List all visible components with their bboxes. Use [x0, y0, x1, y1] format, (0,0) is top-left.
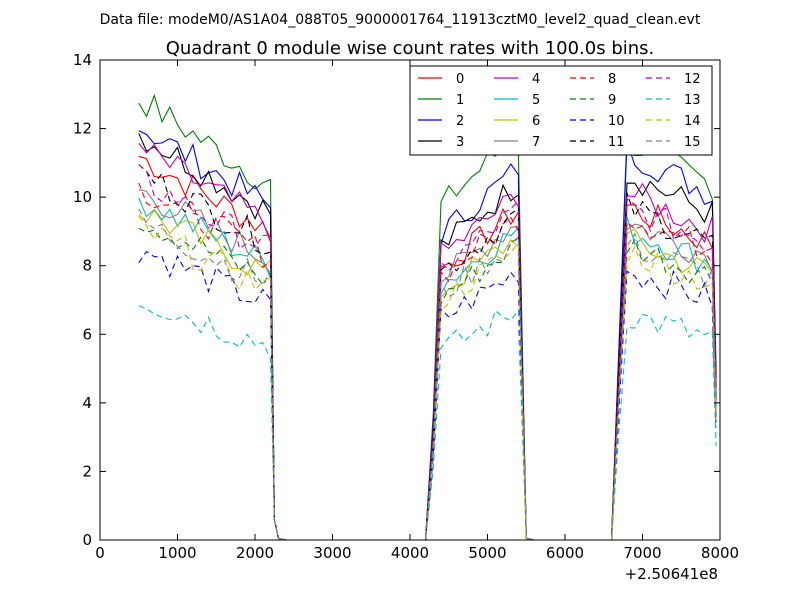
chart-suptitle: Data file: modeM0/AS1A04_088T05_90000017…	[100, 12, 701, 28]
legend-label-1: 1	[456, 93, 464, 108]
y-tick-label: 14	[73, 51, 92, 69]
legend-label-11: 11	[608, 135, 625, 150]
legend-label-3: 3	[456, 135, 464, 150]
x-tick-label: 4000	[391, 544, 429, 562]
y-tick-label: 4	[82, 394, 92, 412]
legend-label-13: 13	[684, 93, 701, 108]
legend-label-12: 12	[684, 72, 701, 87]
x-tick-label: 1000	[158, 544, 196, 562]
x-tick-label: 5000	[468, 544, 506, 562]
x-tick-label: 8000	[701, 544, 739, 562]
x-tick-label: 3000	[313, 544, 351, 562]
y-tick-label: 0	[82, 531, 92, 549]
legend-label-9: 9	[608, 93, 616, 108]
x-tick-label: 7000	[623, 544, 661, 562]
series-line-13	[138, 305, 717, 541]
legend-label-0: 0	[456, 72, 464, 87]
legend-label-8: 8	[608, 72, 616, 87]
legend-label-10: 10	[608, 114, 625, 129]
y-tick-label: 8	[82, 257, 92, 275]
legend-box	[409, 65, 713, 156]
series-line-12	[138, 164, 717, 541]
axis-ticks: 0 1000 2000 3000 4000 5000 6000 7000 80000246810…	[73, 51, 739, 562]
series-line-15	[138, 208, 717, 541]
x-tick-label: 0	[95, 544, 105, 562]
y-tick-label: 10	[73, 188, 92, 206]
legend-label-14: 14	[684, 114, 701, 129]
y-tick-label: 2	[82, 462, 92, 480]
y-tick-label: 6	[82, 325, 92, 343]
plot-lines	[138, 93, 717, 541]
legend-label-7: 7	[532, 135, 540, 150]
chart-title: Quadrant 0 module wise count rates with …	[166, 38, 655, 59]
legend-label-5: 5	[532, 93, 540, 108]
legend-label-15: 15	[684, 135, 701, 150]
legend-label-6: 6	[532, 114, 540, 129]
legend-label-2: 2	[456, 114, 464, 129]
x-offset-label: +2.50641e8	[625, 565, 718, 583]
legend-label-4: 4	[532, 72, 540, 87]
x-tick-label: 6000	[546, 544, 584, 562]
x-tick-label: 2000	[236, 544, 274, 562]
y-tick-label: 12	[73, 120, 92, 138]
